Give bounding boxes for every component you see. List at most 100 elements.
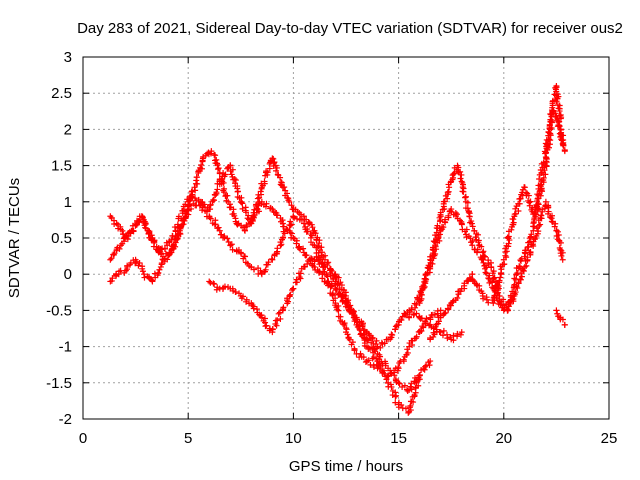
data-point	[373, 337, 380, 344]
data-point	[232, 288, 239, 295]
data-point	[258, 314, 265, 321]
data-point	[483, 294, 490, 301]
data-point	[478, 243, 485, 250]
data-point	[107, 256, 114, 263]
data-point	[469, 223, 476, 230]
data-point	[288, 221, 295, 228]
data-point	[517, 257, 524, 264]
data-point	[264, 169, 271, 176]
x-tick-label: 0	[79, 430, 87, 447]
data-point	[290, 285, 297, 292]
data-point	[513, 271, 520, 278]
data-point	[158, 260, 165, 267]
data-point	[270, 155, 277, 162]
data-point	[538, 212, 545, 219]
data-point	[546, 121, 553, 128]
data-point	[213, 156, 220, 163]
data-point	[311, 263, 318, 270]
data-point	[449, 299, 456, 306]
data-point	[348, 306, 355, 313]
data-point	[215, 165, 222, 172]
data-point	[322, 264, 329, 271]
data-point	[176, 230, 183, 237]
data-point	[535, 191, 542, 198]
data-point	[408, 380, 415, 387]
data-point	[527, 249, 534, 256]
data-point	[119, 227, 126, 234]
data-point	[400, 356, 407, 363]
y-tick-label: 0.5	[51, 230, 72, 247]
data-point	[432, 250, 439, 257]
data-point	[164, 256, 171, 263]
data-point	[130, 228, 137, 235]
data-point	[243, 209, 250, 216]
data-point	[129, 222, 136, 229]
data-point	[521, 184, 528, 191]
data-point	[288, 230, 295, 237]
data-point	[215, 224, 222, 231]
data-point	[354, 318, 361, 325]
data-point	[258, 198, 265, 205]
data-point	[117, 267, 124, 274]
data-point	[155, 269, 162, 276]
data-point	[500, 307, 507, 314]
data-point	[250, 305, 257, 312]
data-point	[108, 255, 115, 262]
data-point	[510, 216, 517, 223]
data-point	[359, 322, 366, 329]
data-point	[555, 121, 562, 128]
data-point	[232, 177, 239, 184]
data-point	[127, 261, 134, 268]
data-point	[407, 383, 414, 390]
data-point	[327, 284, 334, 291]
data-point	[429, 260, 436, 267]
data-point	[405, 313, 412, 320]
data-point	[555, 105, 562, 112]
data-point	[508, 226, 515, 233]
data-point	[206, 278, 213, 285]
data-point	[304, 228, 311, 235]
data-point	[437, 209, 444, 216]
data-point	[258, 269, 265, 276]
data-point	[275, 172, 282, 179]
data-point	[559, 316, 566, 323]
data-point	[522, 247, 529, 254]
data-point	[554, 228, 561, 235]
data-point	[184, 207, 191, 214]
data-point	[443, 331, 450, 338]
data-point	[136, 259, 143, 266]
data-point	[524, 254, 531, 261]
data-point	[525, 192, 532, 199]
data-point	[365, 357, 372, 364]
data-point	[345, 297, 352, 304]
data-point	[432, 243, 439, 250]
data-point	[186, 197, 193, 204]
data-point	[557, 126, 564, 133]
data-point	[547, 116, 554, 123]
data-point	[242, 253, 249, 260]
y-tick-label: 2.5	[51, 85, 72, 102]
data-point	[560, 141, 567, 148]
data-point	[421, 275, 428, 282]
data-point	[335, 307, 342, 314]
data-point	[297, 275, 304, 282]
data-point	[431, 311, 438, 318]
data-point	[516, 263, 523, 270]
data-points	[107, 82, 568, 416]
data-point	[373, 345, 380, 352]
data-point	[238, 199, 245, 206]
data-point	[492, 289, 499, 296]
data-point	[210, 196, 217, 203]
data-point	[515, 207, 522, 214]
data-point	[256, 194, 263, 201]
data-point	[357, 350, 364, 357]
data-point	[474, 249, 481, 256]
data-point	[561, 321, 568, 328]
data-point	[393, 392, 400, 399]
data-point	[293, 276, 300, 283]
data-point	[406, 404, 413, 411]
y-tick-label: 1	[64, 194, 72, 211]
data-point	[517, 276, 524, 283]
data-point	[297, 270, 304, 277]
data-point	[224, 192, 231, 199]
